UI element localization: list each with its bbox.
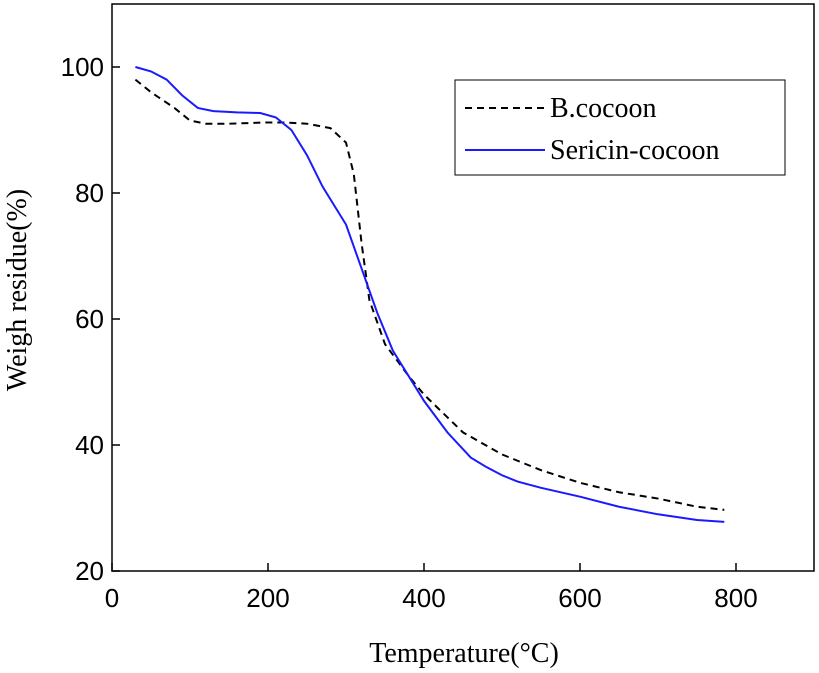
y-tick-label: 100 xyxy=(61,52,104,82)
line-series xyxy=(134,78,725,511)
x-tick-label: 0 xyxy=(105,583,119,613)
x-tick-label: 600 xyxy=(558,583,601,613)
y-axis-label: Weigh residue(%) xyxy=(2,189,33,391)
line-series xyxy=(135,66,725,523)
y-tick-label: 80 xyxy=(75,178,104,208)
legend-box xyxy=(454,79,786,176)
plot-frame xyxy=(111,3,815,572)
x-tick-label: 400 xyxy=(402,583,445,613)
legend-label: B.cocoon xyxy=(550,93,657,124)
x-tick-label: 800 xyxy=(714,583,757,613)
y-tick-label: 20 xyxy=(75,556,104,586)
legend-label: Sericin-cocoon xyxy=(550,135,720,166)
x-axis-label: Temperature(°C) xyxy=(369,638,559,669)
y-tick-label: 40 xyxy=(75,430,104,460)
x-tick-label: 200 xyxy=(246,583,289,613)
y-tick-label: 60 xyxy=(75,304,104,334)
